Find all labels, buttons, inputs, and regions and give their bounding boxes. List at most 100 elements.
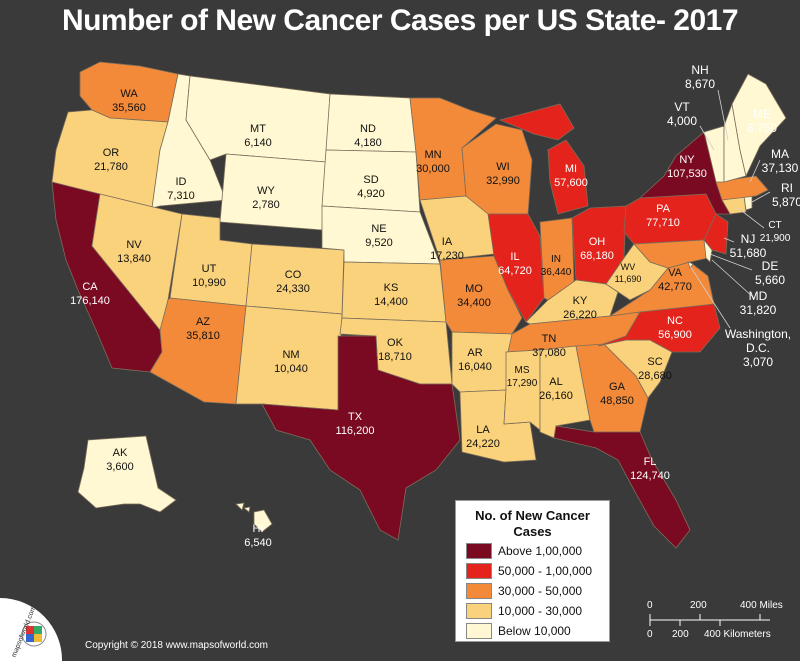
- legend-label: 10,000 - 30,000: [498, 604, 583, 618]
- state-value-ms: 17,290: [507, 378, 538, 389]
- state-value-ar: 16,040: [458, 361, 492, 373]
- callout-label-de: DE: [762, 259, 779, 273]
- callout-value-me: 8,750: [747, 121, 777, 135]
- state-label-mt: MT: [250, 123, 266, 135]
- state-value-oh: 68,180: [580, 250, 614, 262]
- state-value-tn: 37,080: [532, 347, 566, 359]
- leader-dc: [689, 265, 731, 329]
- callout-value-md: 31,820: [740, 303, 777, 317]
- state-label-ny: NY: [679, 154, 695, 166]
- state-value-va: 42,770: [658, 281, 692, 293]
- state-label-nd: ND: [360, 123, 376, 135]
- state-mt[interactable]: [185, 75, 331, 163]
- state-label-co: CO: [285, 269, 302, 281]
- callout-label-nj: NJ: [741, 232, 756, 246]
- legend-row: Above 1,00,000: [466, 542, 609, 560]
- state-ms[interactable]: [503, 349, 541, 431]
- state-nj[interactable]: [703, 213, 729, 255]
- callout-label-ma: MA: [771, 147, 789, 161]
- state-value-in: 36,440: [541, 267, 572, 278]
- state-label-hi: HI: [253, 523, 264, 535]
- state-fl[interactable]: [553, 425, 691, 549]
- map-title: Number of New Cancer Cases per US State-…: [61, 4, 739, 37]
- legend: No. of New Cancer Cases Above 1,00,000 50…: [455, 500, 610, 642]
- callout-label-nh: NH: [691, 63, 708, 77]
- state-value-mt: 6,140: [244, 137, 272, 149]
- callout-value-dc: 3,070: [743, 355, 773, 369]
- state-value-ny: 107,530: [667, 168, 707, 180]
- state-me[interactable]: [731, 73, 787, 178]
- state-label-ca: CA: [82, 281, 98, 293]
- state-label-ms: MS: [515, 365, 530, 376]
- state-ut[interactable]: [169, 213, 253, 307]
- callout-label-ri: RI: [781, 181, 793, 195]
- legend-row: 50,000 - 1,00,000: [466, 562, 609, 580]
- callout-label-dc: D.C.: [746, 341, 770, 355]
- state-label-pa: PA: [656, 203, 671, 215]
- state-value-ok: 18,710: [378, 351, 412, 363]
- state-value-tx: 116,200: [336, 425, 375, 437]
- state-de[interactable]: [703, 238, 713, 263]
- state-value-nm: 10,040: [274, 363, 308, 375]
- state-mi[interactable]: [498, 103, 589, 215]
- state-label-wv: WV: [621, 262, 636, 272]
- callout-value-de: 5,660: [755, 273, 785, 287]
- leader-de: [709, 253, 753, 271]
- state-labels: WA 35,560 OR 21,780 CA 176,140 ID 7,310 NV 13,840…: [70, 63, 800, 549]
- state-label-wy: WY: [257, 185, 275, 197]
- state-il[interactable]: [487, 213, 545, 323]
- state-value-ut: 10,990: [192, 277, 226, 289]
- state-value-al: 26,160: [539, 390, 573, 402]
- callout-label-vt: VT: [674, 100, 690, 114]
- state-value-la: 24,220: [466, 438, 500, 450]
- state-tx[interactable]: [261, 335, 461, 541]
- legend-swatch: [466, 603, 492, 619]
- state-label-va: VA: [668, 267, 683, 279]
- leader-ma: [749, 159, 761, 183]
- state-value-ks: 14,400: [374, 296, 408, 308]
- leader-vt: [699, 125, 715, 151]
- state-label-ok: OK: [387, 337, 404, 349]
- scale-miles-200: 200: [690, 600, 707, 611]
- callout-value-ma: 37,130: [762, 161, 799, 175]
- state-value-mi: 57,600: [554, 177, 588, 189]
- state-ak[interactable]: [77, 435, 177, 513]
- legend-row: 10,000 - 30,000: [466, 602, 609, 620]
- state-value-nc: 56,900: [658, 329, 692, 341]
- state-label-fl: FL: [644, 456, 657, 468]
- state-label-wa: WA: [120, 88, 138, 100]
- state-label-mo: MO: [465, 283, 483, 295]
- state-label-sd: SD: [363, 174, 378, 186]
- state-value-nv: 13,840: [117, 253, 151, 265]
- state-wi[interactable]: [461, 123, 533, 215]
- state-az[interactable]: [149, 297, 247, 405]
- state-value-wy: 2,780: [252, 199, 280, 211]
- legend-label: 50,000 - 1,00,000: [498, 564, 593, 578]
- callout-label-md: MD: [749, 289, 768, 303]
- state-dc[interactable]: [687, 261, 694, 269]
- state-value-pa: 77,710: [646, 217, 680, 229]
- leader-md: [711, 259, 755, 299]
- state-label-tn: TN: [542, 333, 557, 345]
- state-value-ca: 176,140: [70, 295, 110, 307]
- state-value-ak: 3,600: [106, 461, 134, 473]
- state-value-co: 24,330: [276, 283, 310, 295]
- state-value-fl: 124,740: [630, 470, 670, 482]
- state-hi[interactable]: [235, 502, 273, 533]
- state-value-mo: 34,400: [457, 297, 491, 309]
- callout-label-me: ME: [753, 107, 771, 121]
- state-nc[interactable]: [597, 303, 721, 353]
- state-label-in: IN: [551, 254, 561, 265]
- state-value-hi: 6,540: [244, 537, 272, 549]
- legend-rows: Above 1,00,000 50,000 - 1,00,000 30,000 - …: [456, 542, 609, 640]
- state-label-ks: KS: [384, 282, 399, 294]
- state-value-nd: 4,180: [354, 137, 382, 149]
- leader-ri: [751, 191, 771, 203]
- state-label-nv: NV: [126, 239, 142, 251]
- state-value-wi: 32,990: [486, 175, 520, 187]
- state-value-ne: 9,520: [365, 237, 393, 249]
- leader-nj: [723, 237, 735, 243]
- state-ma[interactable]: [715, 175, 769, 201]
- scale-miles-400: 400 Miles: [740, 600, 783, 611]
